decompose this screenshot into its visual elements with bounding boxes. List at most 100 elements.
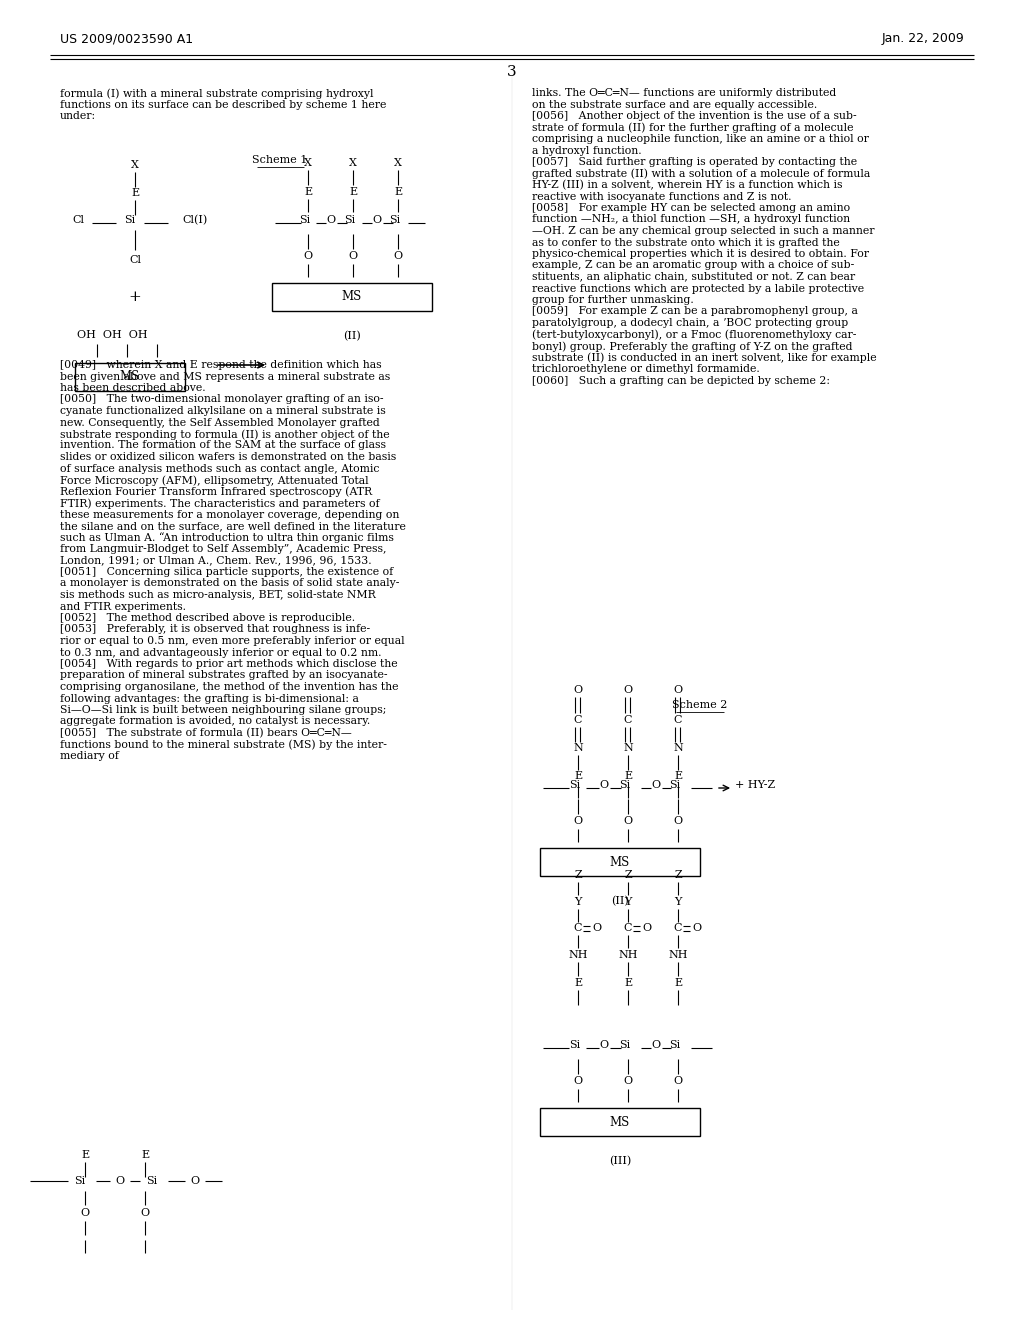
Text: on the substrate surface and are equally accessible.: on the substrate surface and are equally… (532, 99, 817, 110)
Text: [0057]   Said further grafting is operated by contacting the: [0057] Said further grafting is operated… (532, 157, 857, 168)
Text: O: O (81, 1208, 89, 1218)
Text: slides or oxidized silicon wafers is demonstrated on the basis: slides or oxidized silicon wafers is dem… (60, 451, 396, 462)
Text: links. The O═C═N— functions are uniformly distributed: links. The O═C═N— functions are uniforml… (532, 88, 837, 98)
Text: the silane and on the surface, are well defined in the literature: the silane and on the surface, are well … (60, 521, 406, 531)
Text: O: O (327, 215, 336, 224)
Text: O: O (624, 685, 633, 696)
Text: C: C (674, 715, 682, 725)
Text: E: E (141, 1150, 150, 1160)
Text: preparation of mineral substrates grafted by an isocyanate-: preparation of mineral substrates grafte… (60, 671, 387, 681)
Text: rior or equal to 0.5 nm, even more preferably inferior or equal: rior or equal to 0.5 nm, even more prefe… (60, 636, 404, 645)
Text: OH  OH  OH: OH OH OH (77, 330, 147, 341)
Text: reactive functions which are protected by a labile protective: reactive functions which are protected b… (532, 284, 864, 293)
Text: E: E (624, 978, 632, 987)
Text: physico-chemical properties which it is desired to obtain. For: physico-chemical properties which it is … (532, 249, 869, 259)
Text: Si—O—Si link is built between neighbouring silane groups;: Si—O—Si link is built between neighbouri… (60, 705, 386, 715)
Text: cyanate functionalized alkylsilane on a mineral substrate is: cyanate functionalized alkylsilane on a … (60, 407, 386, 416)
Text: been given above and MS represents a mineral substrate as: been given above and MS represents a min… (60, 371, 390, 381)
Text: new. Consequently, the Self Assembled Monolayer grafted: new. Consequently, the Self Assembled Mo… (60, 417, 380, 428)
Text: Y: Y (625, 898, 632, 907)
Text: under:: under: (60, 111, 96, 121)
Text: strate of formula (II) for the further grafting of a molecule: strate of formula (II) for the further g… (532, 123, 853, 133)
Text: sis methods such as micro-analysis, BET, solid-state NMR: sis methods such as micro-analysis, BET,… (60, 590, 376, 601)
Text: has been described above.: has been described above. (60, 383, 206, 393)
Text: O: O (624, 1076, 633, 1086)
Bar (272, 282, 432, 312)
Text: Cl: Cl (72, 215, 84, 224)
Bar (540, 847, 700, 876)
Text: paratolylgroup, a dodecyl chain, a ʼBOC protecting group: paratolylgroup, a dodecyl chain, a ʼBOC … (532, 318, 848, 327)
Text: O: O (190, 1176, 200, 1185)
Text: O: O (674, 685, 683, 696)
Text: Si: Si (620, 1040, 631, 1049)
Text: [0053]   Preferably, it is observed that roughness is infe-: [0053] Preferably, it is observed that r… (60, 624, 370, 635)
Text: O: O (348, 251, 357, 261)
Text: [0054]   With regards to prior art methods which disclose the: [0054] With regards to prior art methods… (60, 659, 397, 669)
Text: O: O (373, 215, 382, 224)
Text: functions on its surface can be described by scheme 1 here: functions on its surface can be describe… (60, 99, 386, 110)
Text: invention. The formation of the SAM at the surface of glass: invention. The formation of the SAM at t… (60, 441, 386, 450)
Text: of surface analysis methods such as contact angle, Atomic: of surface analysis methods such as cont… (60, 463, 379, 474)
Text: [0058]   For example HY can be selected among an amino: [0058] For example HY can be selected am… (532, 203, 850, 213)
Text: E: E (394, 187, 402, 197)
Text: X: X (394, 158, 402, 168)
Text: trichloroethylene or dimethyl formamide.: trichloroethylene or dimethyl formamide. (532, 364, 760, 374)
Text: [0050]   The two-dimensional monolayer grafting of an iso-: [0050] The two-dimensional monolayer gra… (60, 395, 384, 404)
Text: C: C (573, 923, 583, 933)
Text: O: O (651, 1040, 660, 1049)
Text: functions bound to the mineral substrate (MS) by the inter-: functions bound to the mineral substrate… (60, 739, 387, 750)
Text: C: C (624, 923, 632, 933)
Text: E: E (131, 187, 139, 198)
Text: comprising organosilane, the method of the invention has the: comprising organosilane, the method of t… (60, 682, 398, 692)
Text: [0060]   Such a grafting can be depicted by scheme 2:: [0060] Such a grafting can be depicted b… (532, 375, 830, 385)
Text: E: E (674, 771, 682, 781)
Text: E: E (573, 771, 582, 781)
Text: O: O (674, 1076, 683, 1086)
Text: these measurements for a monolayer coverage, depending on: these measurements for a monolayer cover… (60, 510, 399, 520)
Text: 3: 3 (507, 65, 517, 79)
Text: N: N (573, 743, 583, 752)
Text: O: O (393, 251, 402, 261)
Text: C: C (573, 715, 583, 725)
Text: Si: Si (569, 1040, 581, 1049)
Text: Reflexion Fourier Transform Infrared spectroscopy (ATR: Reflexion Fourier Transform Infrared spe… (60, 487, 372, 498)
Text: E: E (624, 771, 632, 781)
Text: aggregate formation is avoided, no catalyst is necessary.: aggregate formation is avoided, no catal… (60, 717, 371, 726)
Text: Si: Si (344, 215, 355, 224)
Text: group for further unmasking.: group for further unmasking. (532, 294, 693, 305)
Text: O: O (599, 780, 608, 789)
Text: a hydroxyl function.: a hydroxyl function. (532, 145, 642, 156)
Text: and FTIR experiments.: and FTIR experiments. (60, 602, 186, 611)
Text: MS: MS (120, 371, 140, 384)
Text: NH: NH (568, 950, 588, 960)
Text: E: E (304, 187, 312, 197)
Text: Y: Y (675, 898, 682, 907)
Text: [0055]   The substrate of formula (II) bears O═C═N—: [0055] The substrate of formula (II) bea… (60, 729, 352, 738)
Text: N: N (624, 743, 633, 752)
Text: as to confer to the substrate onto which it is grafted the: as to confer to the substrate onto which… (532, 238, 840, 248)
Text: stituents, an aliphatic chain, substituted or not. Z can bear: stituents, an aliphatic chain, substitut… (532, 272, 855, 282)
Text: Si: Si (569, 780, 581, 789)
Text: NH: NH (618, 950, 638, 960)
Text: Si: Si (299, 215, 310, 224)
Text: reactive with isocyanate functions and Z is not.: reactive with isocyanate functions and Z… (532, 191, 792, 202)
Text: [0049]   wherein X and E respond the definition which has: [0049] wherein X and E respond the defin… (60, 360, 382, 370)
Text: such as Ulman A. “An introduction to ultra thin organic films: such as Ulman A. “An introduction to ult… (60, 532, 394, 544)
Text: C: C (674, 923, 682, 933)
Text: C: C (624, 715, 632, 725)
Text: substrate (II) is conducted in an inert solvent, like for example: substrate (II) is conducted in an inert … (532, 352, 877, 363)
Text: substrate responding to formula (II) is another object of the: substrate responding to formula (II) is … (60, 429, 389, 440)
Text: (tert-butyloxycarbonyl), or a Fmoc (fluorenomethyloxy car-: (tert-butyloxycarbonyl), or a Fmoc (fluo… (532, 330, 856, 341)
Text: (III): (III) (609, 1156, 631, 1167)
Text: —OH. Z can be any chemical group selected in such a manner: —OH. Z can be any chemical group selecte… (532, 226, 874, 236)
Text: O: O (573, 685, 583, 696)
Text: NH: NH (669, 950, 688, 960)
Text: Si: Si (670, 1040, 681, 1049)
Text: O: O (116, 1176, 125, 1185)
Text: bonyl) group. Preferably the grafting of Y-Z on the grafted: bonyl) group. Preferably the grafting of… (532, 341, 853, 351)
Text: [0052]   The method described above is reproducible.: [0052] The method described above is rep… (60, 612, 355, 623)
Text: O: O (593, 923, 601, 933)
Text: N: N (673, 743, 683, 752)
Text: from Langmuir-Blodget to Self Assembly”, Academic Press,: from Langmuir-Blodget to Self Assembly”,… (60, 544, 386, 554)
Text: a monolayer is demonstrated on the basis of solid state analy-: a monolayer is demonstrated on the basis… (60, 578, 399, 589)
